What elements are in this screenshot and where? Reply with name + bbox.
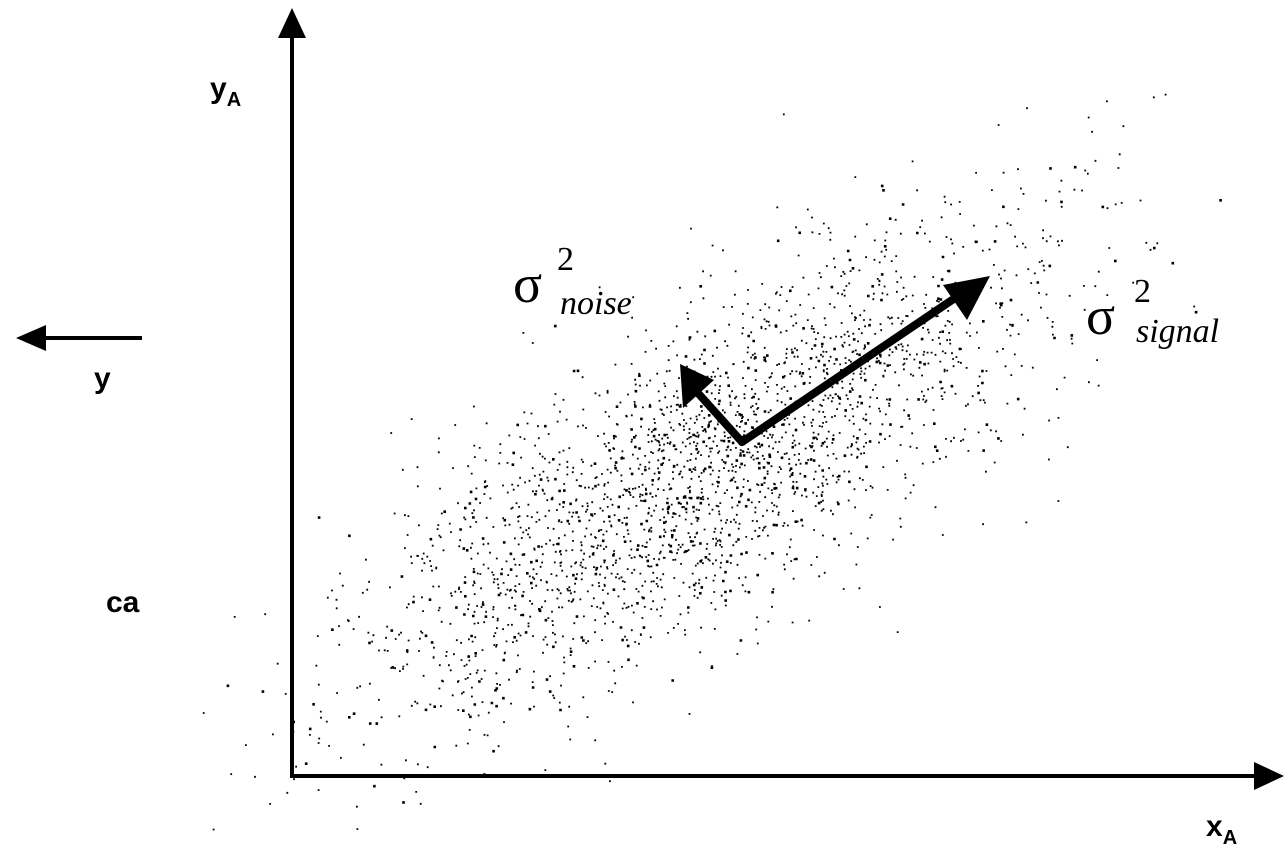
y-axis-label: yA bbox=[210, 72, 241, 111]
scatter-points bbox=[202, 93, 1222, 831]
sigma-noise-subscript: noise bbox=[560, 285, 632, 322]
signal-arrow-shaft bbox=[738, 292, 962, 446]
x-axis-label-letter: x bbox=[1206, 810, 1223, 843]
left-arrow-head bbox=[16, 325, 46, 351]
y-axis-label-subscript: A bbox=[227, 89, 241, 111]
noise-arrow-head bbox=[680, 364, 714, 408]
sigma-signal-symbol: σ bbox=[1086, 286, 1115, 346]
x-axis-label: xA bbox=[1206, 810, 1237, 849]
x-axis-label-subscript: A bbox=[1223, 827, 1237, 849]
noise-arrow-shaft bbox=[693, 388, 746, 446]
signal-arrow-head bbox=[943, 276, 990, 320]
y-axis-label-letter: y bbox=[210, 72, 227, 105]
left-fragment-label-top: y bbox=[94, 362, 111, 395]
x-axis-arrowhead bbox=[1254, 762, 1284, 790]
sigma-signal-subscript: signal bbox=[1136, 313, 1219, 350]
left-fragment-label-bottom: ca bbox=[106, 586, 140, 619]
sigma-noise-symbol: σ bbox=[513, 254, 542, 314]
y-axis-arrowhead bbox=[278, 8, 306, 38]
sigma-signal-superscript: 2 bbox=[1134, 273, 1151, 310]
sigma-noise-superscript: 2 bbox=[557, 241, 574, 278]
scatter-cloud bbox=[202, 93, 1222, 831]
